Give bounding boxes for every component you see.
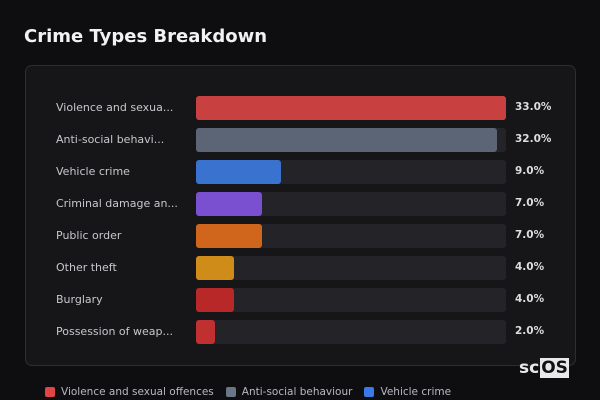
bar-row: Vehicle crime 9.0%: [26, 160, 575, 184]
bar[interactable]: [196, 96, 506, 120]
value-label: 7.0%: [515, 197, 545, 209]
bar-row: Violence and sexua... 33.0%: [26, 96, 575, 120]
bar-track: [196, 96, 506, 120]
bar-row: Burglary 4.0%: [26, 288, 575, 312]
bar-row: Possession of weap... 2.0%: [26, 320, 575, 344]
bar-track: [196, 224, 506, 248]
chart-title: Crime Types Breakdown: [24, 26, 268, 47]
bar-track: [196, 128, 506, 152]
legend-item[interactable]: Anti-social behaviour: [225, 386, 353, 398]
bar[interactable]: [196, 192, 262, 216]
category-label: Public order: [56, 229, 122, 242]
value-label: 7.0%: [515, 229, 545, 241]
category-label: Vehicle crime: [56, 165, 130, 178]
legend-label: Anti-social behaviour: [241, 386, 353, 398]
legend-label: Violence and sexual offences: [61, 386, 214, 398]
bar-track: [196, 320, 506, 344]
legend-item[interactable]: Vehicle crime: [364, 386, 451, 398]
value-label: 4.0%: [515, 293, 545, 305]
bar-track: [196, 192, 506, 216]
value-label: 2.0%: [515, 325, 545, 337]
logo: sc OS: [518, 358, 569, 378]
logo-text-a: sc: [519, 358, 540, 378]
legend-swatch: [364, 387, 375, 397]
legend: Violence and sexual offences Anti-social …: [45, 386, 451, 398]
category-label: Criminal damage an...: [56, 197, 178, 210]
bar[interactable]: [196, 224, 262, 248]
legend-swatch: [45, 387, 55, 397]
bar[interactable]: [196, 288, 234, 312]
value-label: 33.0%: [515, 101, 552, 113]
bar-row: Other theft 4.0%: [26, 256, 575, 280]
category-label: Burglary: [56, 293, 103, 306]
bar-track: [196, 256, 506, 280]
bar[interactable]: [196, 128, 497, 152]
bar[interactable]: [196, 256, 234, 280]
bar-track: [196, 160, 506, 184]
bar-row: Anti-social behavi... 32.0%: [26, 128, 575, 152]
chart-card: Violence and sexua... 33.0% Anti-social b…: [25, 65, 576, 366]
category-label: Anti-social behavi...: [56, 133, 165, 146]
category-label: Violence and sexua...: [56, 101, 174, 114]
category-label: Other theft: [56, 261, 117, 274]
bar-row: Public order 7.0%: [26, 224, 575, 248]
value-label: 9.0%: [515, 165, 545, 177]
value-label: 4.0%: [515, 261, 545, 273]
value-label: 32.0%: [515, 133, 552, 145]
legend-swatch: [225, 387, 236, 397]
legend-item[interactable]: Violence and sexual offences: [45, 386, 214, 398]
category-label: Possession of weap...: [56, 325, 173, 338]
logo-text-b: OS: [540, 358, 569, 378]
bar-track: [196, 288, 506, 312]
bar[interactable]: [196, 160, 281, 184]
bar-row: Criminal damage an... 7.0%: [26, 192, 575, 216]
legend-label: Vehicle crime: [380, 386, 452, 398]
bar[interactable]: [196, 320, 215, 344]
